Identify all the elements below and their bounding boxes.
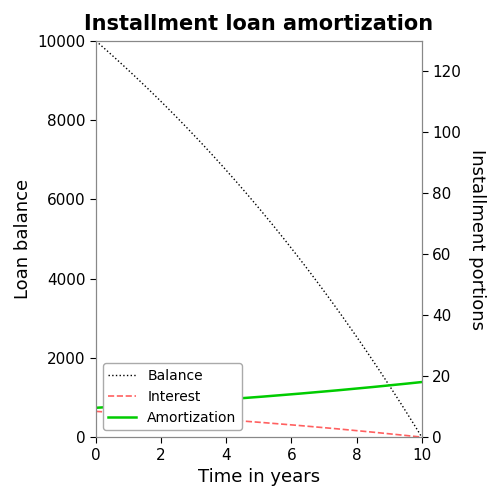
Amortization bbox=[248, 394, 254, 400]
Line: Balance: Balance bbox=[96, 41, 422, 437]
Line: Amortization: Amortization bbox=[96, 382, 422, 408]
Interest bbox=[411, 434, 417, 440]
Title: Installment loan amortization: Installment loan amortization bbox=[84, 14, 434, 34]
Amortization bbox=[411, 380, 417, 386]
Interest bbox=[248, 418, 254, 424]
Interest bbox=[360, 428, 366, 434]
Amortization bbox=[250, 394, 256, 400]
Interest bbox=[250, 419, 256, 425]
Balance bbox=[250, 198, 256, 204]
Balance bbox=[93, 38, 99, 44]
Amortization bbox=[287, 392, 293, 398]
Interest bbox=[419, 434, 425, 440]
Interest bbox=[287, 422, 293, 428]
Balance bbox=[287, 244, 293, 250]
Amortization bbox=[270, 393, 276, 399]
Amortization bbox=[419, 379, 425, 385]
Amortization bbox=[360, 385, 366, 391]
Balance bbox=[419, 434, 425, 440]
X-axis label: Time in years: Time in years bbox=[198, 468, 320, 486]
Interest bbox=[93, 408, 99, 414]
Balance bbox=[411, 422, 417, 428]
Line: Interest: Interest bbox=[96, 412, 422, 437]
Y-axis label: Installment portions: Installment portions bbox=[468, 148, 486, 330]
Y-axis label: Loan balance: Loan balance bbox=[14, 179, 32, 299]
Balance bbox=[270, 222, 276, 228]
Legend: Balance, Interest, Amortization: Balance, Interest, Amortization bbox=[103, 363, 242, 430]
Balance bbox=[360, 343, 366, 349]
Balance bbox=[248, 196, 254, 202]
Amortization bbox=[93, 405, 99, 411]
Interest bbox=[270, 420, 276, 426]
